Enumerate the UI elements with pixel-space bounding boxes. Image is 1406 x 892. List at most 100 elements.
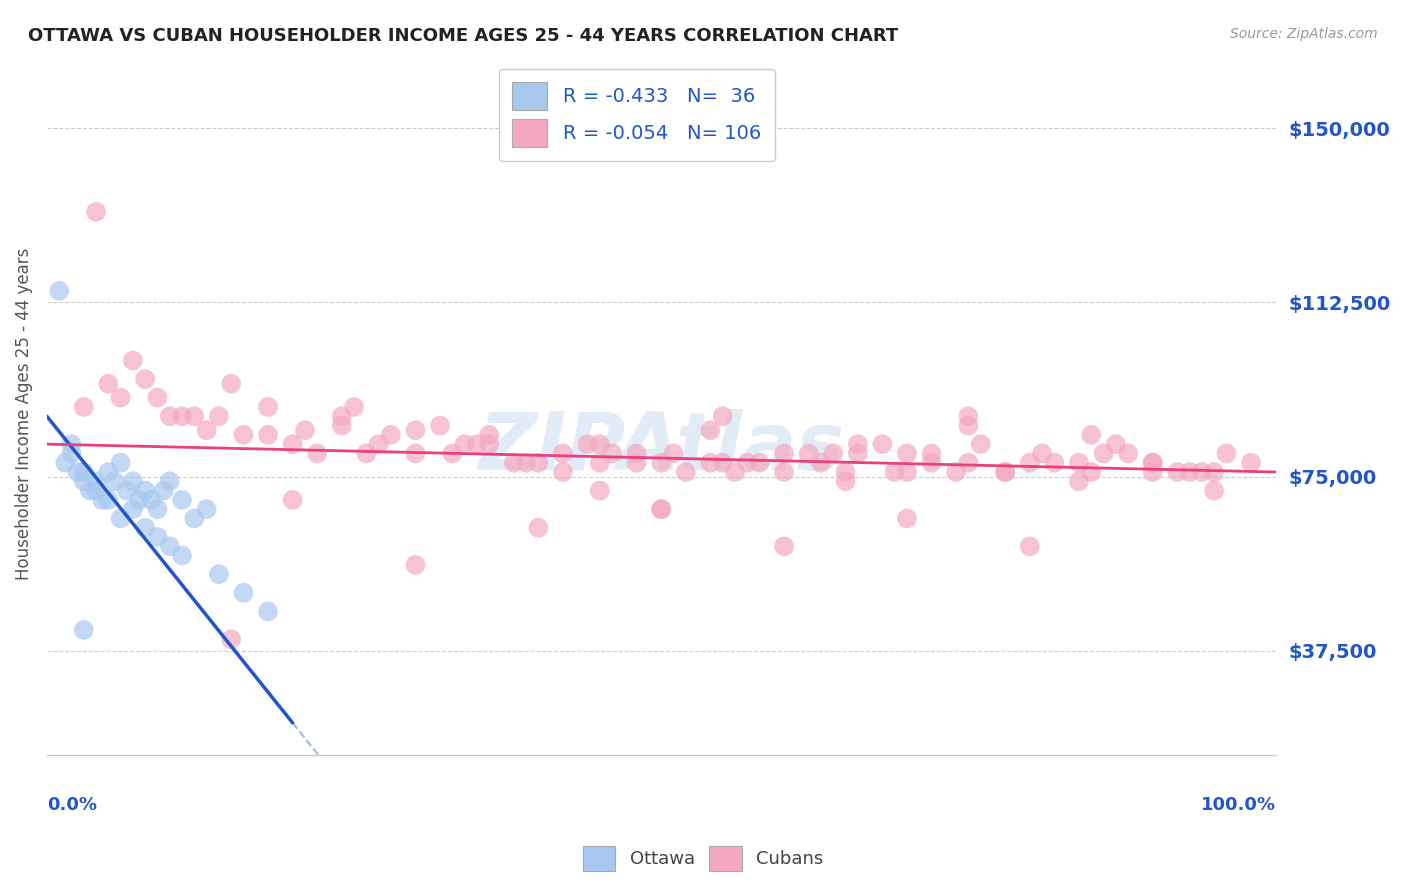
Point (84, 475, 107, 489)
Point (945, 465, 967, 479)
Point (1142, 456, 1164, 470)
Point (1178, 465, 1201, 479)
Point (367, 437, 389, 451)
Point (502, 456, 524, 470)
Point (699, 456, 721, 470)
Point (600, 446, 623, 460)
Point (921, 446, 943, 460)
Point (773, 465, 796, 479)
Point (405, 558, 427, 572)
Point (73, 400, 96, 414)
Point (662, 446, 685, 460)
Point (957, 409, 980, 424)
Point (1240, 456, 1263, 470)
Point (219, 632, 242, 647)
Point (159, 409, 181, 424)
Point (183, 511, 205, 525)
Point (883, 465, 905, 479)
Point (576, 437, 599, 451)
Point (773, 539, 796, 553)
Point (146, 530, 169, 544)
Point (330, 409, 353, 424)
Point (257, 604, 280, 618)
Point (380, 427, 402, 442)
Point (53, 456, 76, 470)
Point (66, 465, 89, 479)
Point (170, 409, 193, 424)
Point (84, 205, 107, 219)
Point (846, 446, 869, 460)
Point (453, 437, 475, 451)
Point (1080, 465, 1102, 479)
Point (91, 492, 114, 507)
Point (527, 456, 550, 470)
Point (257, 400, 280, 414)
Point (97, 465, 120, 479)
Point (97, 376, 120, 391)
Point (735, 456, 758, 470)
Point (846, 437, 869, 451)
Point (626, 446, 648, 460)
Point (896, 511, 918, 525)
Point (748, 456, 770, 470)
Point (110, 511, 132, 525)
Point (773, 446, 796, 460)
Point (429, 418, 451, 433)
Point (589, 483, 612, 498)
Point (957, 418, 980, 433)
Legend: Ottawa, Cubans: Ottawa, Cubans (575, 838, 831, 879)
Point (60, 437, 83, 451)
Text: OTTAWA VS CUBAN HOUSEHOLDER INCOME AGES 25 - 44 YEARS CORRELATION CHART: OTTAWA VS CUBAN HOUSEHOLDER INCOME AGES … (28, 27, 898, 45)
Point (834, 475, 856, 489)
Point (969, 437, 991, 451)
Point (1018, 456, 1040, 470)
Point (1116, 446, 1139, 460)
Point (141, 492, 163, 507)
Point (122, 353, 145, 368)
Point (195, 502, 218, 516)
Point (1191, 465, 1213, 479)
Point (73, 623, 96, 637)
Point (152, 483, 174, 498)
Point (1043, 456, 1066, 470)
Point (103, 475, 125, 489)
Point (122, 475, 145, 489)
Point (441, 446, 464, 460)
Point (208, 409, 231, 424)
Point (1204, 465, 1226, 479)
Point (281, 492, 304, 507)
Point (994, 465, 1017, 479)
Point (170, 549, 193, 563)
Point (232, 427, 254, 442)
Point (797, 446, 820, 460)
Point (589, 456, 612, 470)
Point (1142, 465, 1164, 479)
Point (73, 475, 96, 489)
Point (699, 423, 721, 437)
Point (128, 492, 150, 507)
Point (711, 409, 734, 424)
Point (84, 483, 107, 498)
Text: 0.0%: 0.0% (46, 797, 97, 814)
Point (159, 475, 181, 489)
Point (281, 437, 304, 451)
Point (1166, 465, 1188, 479)
Point (650, 502, 672, 516)
Point (1105, 437, 1128, 451)
Point (294, 423, 316, 437)
Point (465, 437, 488, 451)
Y-axis label: Householder Income Ages 25 - 44 years: Householder Income Ages 25 - 44 years (15, 248, 32, 580)
Legend: R = -0.433   N=  36, R = -0.054   N= 106: R = -0.433 N= 36, R = -0.054 N= 106 (499, 69, 775, 161)
Point (1142, 456, 1164, 470)
Point (134, 372, 156, 386)
Point (711, 456, 734, 470)
Point (994, 465, 1017, 479)
Point (589, 437, 612, 451)
Point (146, 391, 169, 405)
Point (330, 418, 353, 433)
Point (724, 465, 747, 479)
Point (405, 446, 427, 460)
Text: 100.0%: 100.0% (1201, 797, 1275, 814)
Point (122, 502, 145, 516)
Point (60, 446, 83, 460)
